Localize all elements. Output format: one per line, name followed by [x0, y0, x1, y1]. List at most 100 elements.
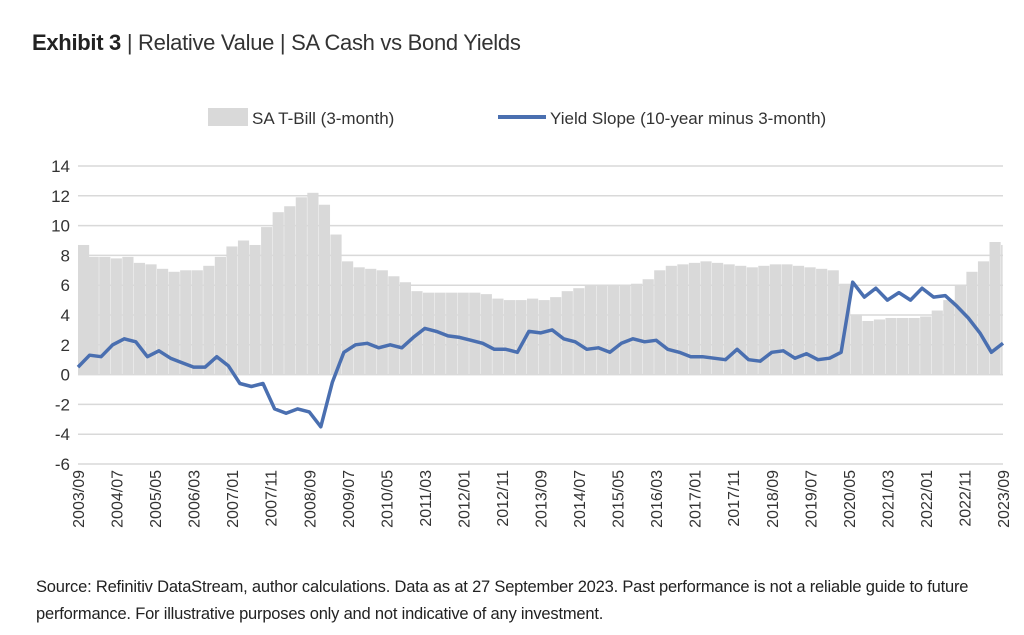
y-tick-label: 8: [61, 246, 70, 265]
tbill-bar: [792, 265, 805, 375]
y-tick-label: 10: [51, 217, 70, 236]
tbill-bar: [943, 300, 955, 375]
tbill-bar: [365, 268, 377, 375]
tbill-bar: [503, 300, 516, 375]
tbill-bar: [527, 298, 539, 375]
tbill-bar: [399, 282, 411, 375]
tbill-bar: [804, 267, 816, 375]
tbill-bar: [769, 264, 781, 375]
chart-title: Exhibit 3 | Relative Value | SA Cash vs …: [32, 30, 521, 56]
x-tick-label: 2016/03: [649, 470, 666, 528]
x-tick-label: 2015/05: [611, 470, 628, 528]
tbill-bar: [318, 204, 331, 375]
legend: SA T-Bill (3-month) Yield Slope (10-year…: [208, 108, 826, 128]
tbill-bar: [954, 285, 966, 375]
tbill-bar: [723, 264, 735, 375]
y-tick-label: -4: [55, 425, 70, 444]
tbill-bar: [758, 265, 770, 375]
x-tick-label: 2013/09: [534, 470, 551, 528]
tbill-bar: [78, 244, 90, 375]
tbill-bar: [607, 285, 620, 375]
x-tick-label: 2005/05: [148, 470, 165, 528]
x-tick-label: 2007/11: [264, 470, 281, 527]
tbill-bar: [642, 279, 654, 375]
tbill-bar: [307, 192, 319, 375]
tbill-bar: [191, 270, 203, 375]
tbill-bar: [422, 292, 435, 375]
tbill-bar: [342, 261, 354, 375]
tbill-bar: [99, 256, 111, 375]
tbill-bar: [480, 294, 492, 375]
tbill-bar: [596, 285, 608, 375]
tbill-bar: [330, 234, 342, 375]
x-tick-label: 2004/07: [110, 470, 127, 528]
tbill-bar: [584, 285, 596, 375]
tbill-bar: [145, 264, 157, 375]
x-tick-label: 2009/07: [341, 470, 358, 528]
tbill-bar: [908, 317, 920, 375]
tbill-bar: [873, 319, 886, 375]
x-tick-label: 2017/01: [688, 470, 705, 528]
x-tick-label: 2006/03: [187, 470, 204, 528]
source-note: Source: Refinitiv DataStream, author cal…: [36, 578, 969, 623]
tbill-bar: [87, 256, 99, 375]
tbill-bar: [712, 262, 724, 375]
tbill-bar: [885, 317, 897, 375]
tbill-bar: [237, 240, 250, 375]
tbill-bar: [573, 288, 585, 375]
tbill-bar: [203, 265, 215, 375]
x-tick-label: 2017/11: [726, 470, 743, 527]
tbill-bar: [735, 265, 747, 375]
y-tick-label: 14: [51, 157, 70, 176]
title-text: | Relative Value | SA Cash vs Bond Yield…: [126, 30, 521, 55]
tbill-bar: [827, 270, 839, 375]
exhibit-label: Exhibit 3: [32, 30, 121, 55]
legend-label-slope: Yield Slope (10-year minus 3-month): [550, 109, 826, 128]
x-tick-label: 2011/03: [418, 470, 435, 527]
x-tick-label: 2020/05: [842, 470, 859, 528]
tbill-bar: [619, 285, 631, 375]
tbill-bar: [469, 292, 481, 375]
tbill-bar: [261, 227, 273, 375]
tbill-bar: [133, 262, 146, 375]
y-tick-label: 2: [61, 336, 70, 355]
tbill-bar: [295, 197, 307, 375]
tbill-bar: [977, 261, 990, 375]
tbill-bar: [122, 256, 134, 375]
x-tick-label: 2014/07: [572, 470, 589, 528]
x-tick-label: 2019/07: [803, 470, 820, 528]
y-tick-label: 12: [51, 187, 70, 206]
y-tick-label: 4: [61, 306, 70, 325]
x-tick-label: 2022/11: [957, 470, 974, 527]
tbill-bar: [284, 206, 296, 375]
tbill-bar: [226, 246, 238, 375]
y-tick-label: -6: [55, 455, 70, 474]
tbill-bar: [376, 270, 388, 375]
tbill-bar: [931, 310, 943, 375]
tbill-bar: [781, 264, 793, 375]
tbill-bar: [168, 271, 180, 375]
tbill-bar: [897, 317, 909, 375]
line-series: [76, 280, 1005, 429]
tbill-bar: [654, 270, 666, 375]
tbill-bar: [561, 291, 573, 375]
x-tick-label: 2010/05: [379, 470, 396, 528]
tbill-bar: [688, 262, 701, 375]
tbill-bar: [272, 212, 284, 375]
tbill-bar: [862, 320, 874, 375]
y-axis: -6 -4 -2 0 2 4 6 8 10 12 14: [51, 157, 70, 474]
legend-label-tbill: SA T-Bill (3-month): [252, 109, 394, 128]
x-tick-label: 2021/03: [880, 470, 897, 528]
x-tick-label: 2012/01: [456, 470, 473, 528]
y-tick-label: 0: [61, 366, 70, 385]
x-axis: 2003/09 2004/07 2005/05 2006/03 2007/01 2007/…: [71, 470, 1013, 528]
tbill-bar: [492, 298, 504, 375]
tbill-bar: [249, 244, 261, 375]
x-tick-label: 2022/01: [919, 470, 936, 528]
tbill-bar: [538, 300, 550, 375]
tbill-bar: [746, 267, 758, 375]
tbill-bar: [677, 264, 689, 375]
tbill-bar: [816, 268, 828, 375]
tbill-bar: [920, 316, 932, 375]
